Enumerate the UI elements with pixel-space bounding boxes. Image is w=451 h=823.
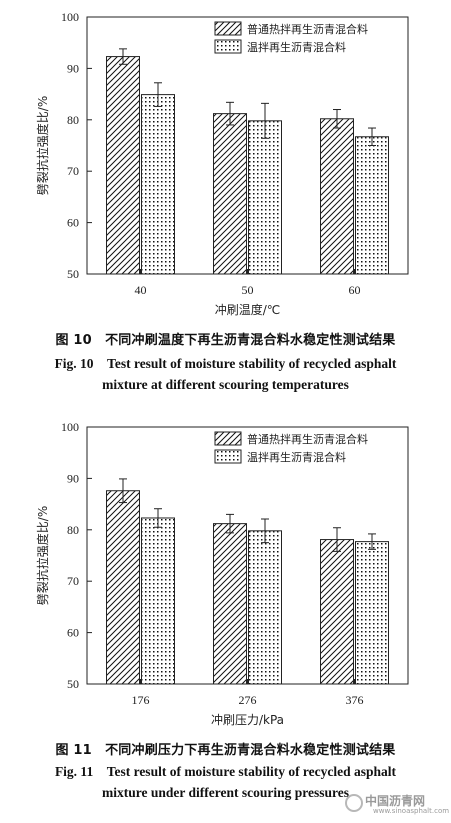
figure-11-caption-zh: 图 11 不同冲刷压力下再生沥青混合料水稳定性测试结果 (55, 743, 396, 758)
y-tick-label: 50 (67, 677, 79, 691)
bar (141, 94, 175, 275)
watermark-text: 中国沥青网 (365, 794, 426, 808)
bar (213, 113, 247, 275)
figure-10-caption-en: Fig. 10 Test result of moisture stabilit… (0, 353, 451, 395)
watermark: 中国沥青网 www.sinoasphalt.com (345, 792, 449, 816)
x-tick-label: 60 (349, 283, 361, 297)
y-tick-label: 90 (67, 471, 79, 485)
y-axis-title: 劈裂抗拉强度比/% (35, 96, 50, 195)
figure-10-caption-zh: 图 10 不同冲刷温度下再生沥青混合料水稳定性测试结果 (55, 333, 396, 348)
figure-11-chart: 50 60 70 80 90 100 劈裂抗拉强度比/% 176 276 376 冲刷压力/kPa 普… (0, 410, 451, 735)
legend-label: 温拌再生沥青混合料 (247, 40, 346, 54)
bar (248, 120, 282, 275)
figure-10-caption-en-line2: mixture at different scouring temperatur… (102, 377, 349, 392)
legend-label: 普通热拌再生沥青混合料 (247, 22, 368, 36)
y-tick-label: 70 (67, 164, 79, 178)
x-tick-label: 50 (242, 283, 254, 297)
y-tick-label: 60 (67, 216, 79, 230)
watermark-url: www.sinoasphalt.com (373, 807, 450, 815)
bar (213, 523, 247, 685)
figure-11-caption-en: Fig. 11 Test result of moisture stabilit… (0, 761, 451, 803)
bar (141, 517, 175, 685)
bar (320, 539, 354, 685)
figure-10-chart: 50 60 70 80 90 100 劈裂抗拉强度比/% 40 50 60 冲刷温度/℃ 普通热拌再生… (0, 0, 451, 325)
legend-swatch (214, 39, 242, 54)
x-tick-label: 176 (132, 693, 150, 707)
y-tick-label: 80 (67, 523, 79, 537)
y-tick-label: 70 (67, 574, 79, 588)
x-tick-label: 376 (346, 693, 364, 707)
bar (106, 56, 140, 275)
bar (320, 118, 354, 275)
chart-svg: 50 60 70 80 90 100 劈裂抗拉强度比/% 176 276 376 冲刷压力/kPa 普… (35, 420, 409, 727)
bar (248, 530, 282, 685)
legend-swatch (214, 431, 242, 446)
y-tick-label: 100 (61, 420, 79, 434)
y-tick-label: 80 (67, 113, 79, 127)
x-tick-label: 40 (135, 283, 147, 297)
legend-swatch (214, 21, 242, 36)
bar (355, 541, 389, 685)
y-tick-label: 90 (67, 61, 79, 75)
y-tick-label: 50 (67, 267, 79, 281)
x-axis-title: 冲刷温度/℃ (215, 302, 281, 317)
x-tick-label: 276 (239, 693, 257, 707)
watermark-logo-icon (345, 794, 363, 812)
chart-svg: 50 60 70 80 90 100 劈裂抗拉强度比/% 40 50 60 冲刷温度/℃ 普通热拌再生… (35, 10, 409, 317)
y-tick-label: 60 (67, 626, 79, 640)
bar (106, 490, 140, 685)
y-tick-label: 100 (61, 10, 79, 24)
figure-11-caption-en-line2: mixture under different scouring pressur… (101, 785, 349, 800)
legend-swatch (214, 449, 242, 464)
figure-11-caption-en-line1: Fig. 11 Test result of moisture stabilit… (54, 764, 397, 779)
x-axis-title: 冲刷压力/kPa (211, 712, 284, 727)
legend-label: 温拌再生沥青混合料 (247, 450, 346, 464)
y-axis-title: 劈裂抗拉强度比/% (35, 506, 50, 605)
bar (355, 136, 389, 275)
figure-10-caption-en-line1: Fig. 10 Test result of moisture stabilit… (54, 356, 397, 371)
legend-label: 普通热拌再生沥青混合料 (247, 432, 368, 446)
